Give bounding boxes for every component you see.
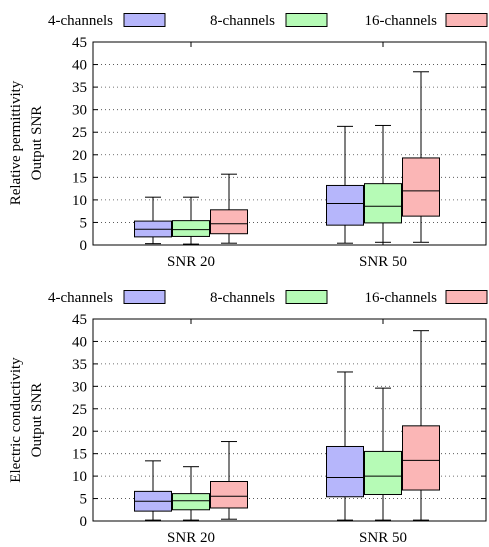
y-axis-label-line-2: Output SNR — [29, 383, 45, 458]
x-tick-label: SNR 20 — [167, 530, 215, 546]
y-tick-label: 25 — [72, 125, 87, 141]
y-tick-label: 45 — [72, 35, 87, 51]
box-8-channels-SNR-50 — [364, 124, 402, 243]
box-iqr — [364, 450, 402, 496]
x-tick-label: SNR 20 — [167, 254, 215, 270]
box-4-channels-SNR-50 — [326, 371, 364, 521]
box-iqr — [326, 184, 364, 226]
box-4-channels-SNR-50 — [326, 125, 364, 244]
y-tick-label: 15 — [72, 447, 87, 463]
legend-swatch — [285, 290, 328, 304]
box-iqr — [364, 183, 402, 224]
y-tick-label: 30 — [72, 379, 87, 395]
y-tick-label: 20 — [72, 424, 87, 440]
box-iqr — [210, 209, 248, 235]
box-iqr — [172, 220, 210, 237]
legend-swatch — [445, 13, 488, 27]
plot-frame — [92, 318, 487, 522]
y-axis-label-line-1: Relative permittivity — [8, 80, 24, 205]
box-iqr — [402, 157, 440, 217]
legend-label: 8-channels — [210, 290, 275, 306]
box-iqr — [326, 445, 364, 498]
box-16-channels-SNR-50 — [402, 71, 440, 243]
y-tick-label: 35 — [72, 80, 87, 96]
box-16-channels-SNR-20 — [210, 441, 248, 520]
legend-label: 16-channels — [365, 13, 438, 29]
box-8-channels-SNR-50 — [364, 387, 402, 521]
box-8-channels-SNR-20 — [172, 466, 210, 521]
legend-label: 4-channels — [48, 290, 113, 306]
y-tick-label: 0 — [80, 514, 88, 530]
box-4-channels-SNR-20 — [134, 196, 172, 245]
legend-label: 16-channels — [365, 290, 438, 306]
y-tick-label: 45 — [72, 312, 87, 328]
legend-swatch — [285, 13, 328, 27]
y-tick-label: 30 — [72, 103, 87, 119]
x-tick-label: SNR 50 — [359, 254, 407, 270]
x-tick-label: SNR 50 — [359, 530, 407, 546]
y-tick-label: 5 — [80, 492, 88, 508]
y-tick-label: 20 — [72, 148, 87, 164]
box-16-channels-SNR-50 — [402, 330, 440, 521]
y-tick-label: 10 — [72, 193, 87, 209]
plot-frame — [92, 41, 487, 246]
y-tick-label: 25 — [72, 402, 87, 418]
y-axis-label-line-1: Electric conductivity — [8, 357, 24, 483]
y-axis-label-line-2: Output SNR — [29, 106, 45, 181]
legend-swatch — [123, 290, 166, 304]
y-tick-label: 40 — [72, 334, 87, 350]
box-iqr — [210, 480, 248, 509]
box-iqr — [172, 493, 210, 511]
legend-label: 4-channels — [48, 13, 113, 29]
y-tick-label: 35 — [72, 357, 87, 373]
y-tick-label: 10 — [72, 469, 87, 485]
y-tick-label: 15 — [72, 170, 87, 186]
chart-panel-1: 0 5 10 15 20 25 30 35 40 45 SNR 20 SNR 50 Relative p… — [8, 13, 488, 270]
legend-swatch — [123, 13, 166, 27]
chart-panel-2: 0 5 10 15 20 25 30 35 40 45 SNR 20 SNR 50 Electric c… — [8, 290, 488, 546]
box-16-channels-SNR-20 — [210, 173, 248, 244]
box-4-channels-SNR-20 — [134, 460, 172, 521]
legend-label: 8-channels — [210, 13, 275, 29]
y-tick-label: 40 — [72, 58, 87, 74]
legend-swatch — [445, 290, 488, 304]
box-iqr — [402, 425, 440, 491]
y-tick-label: 5 — [80, 215, 88, 231]
y-tick-label: 0 — [80, 238, 88, 254]
box-8-channels-SNR-20 — [172, 196, 210, 245]
